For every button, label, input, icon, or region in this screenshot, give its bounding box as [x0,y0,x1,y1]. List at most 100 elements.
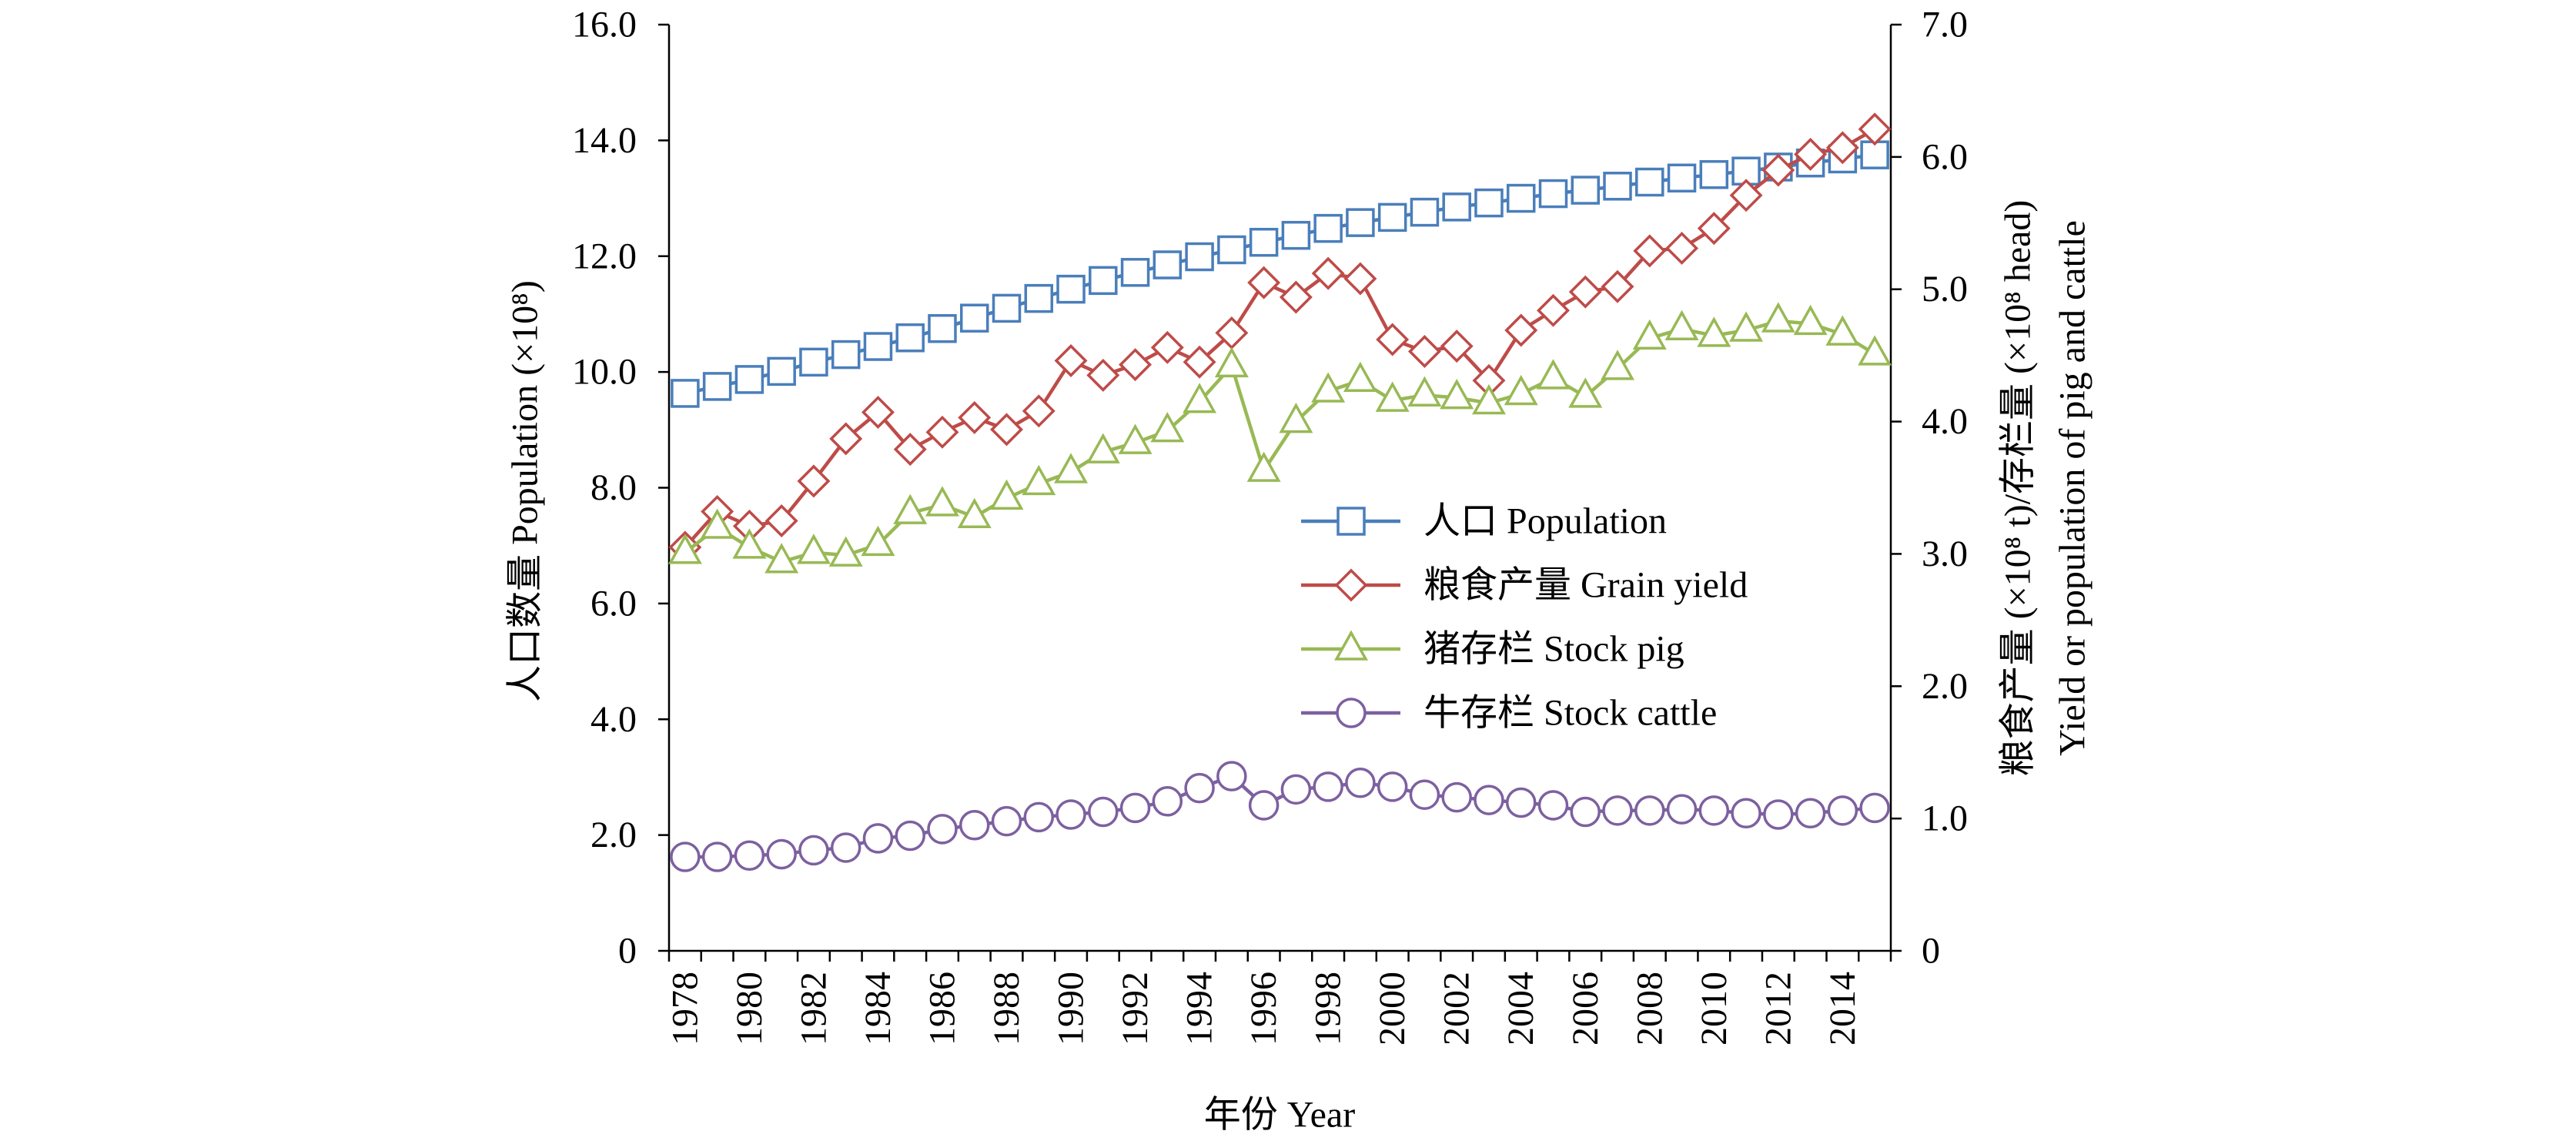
population-point [1217,235,1246,265]
stock-cattle-point [1441,781,1472,813]
stock-cattle-point [830,832,861,863]
grain-yield-point [1150,330,1184,364]
population-point [1313,213,1343,243]
legend-stock-pig-marker [1334,630,1368,661]
grain-yield-point [1504,313,1538,347]
stock-pig-point [796,534,831,564]
legend-item-stock-pig: 猪存栏 Stock pig [1301,629,1684,670]
x-tick-label: 1982 [793,972,834,1046]
stock-cattle-point [1216,761,1247,791]
stock-pig-point [1761,302,1795,333]
x-tick-label: 1996 [1243,972,1284,1046]
x-tick-label: 1988 [986,972,1027,1046]
series-layer [667,112,1892,872]
grain-yield-point [1279,280,1313,314]
stock-pig-point [1343,361,1377,393]
population-point [1474,188,1504,218]
y-left-tick-label: 2.0 [590,815,637,855]
stock-cattle-point [991,805,1022,837]
grain-yield-point [797,464,831,498]
stock-pig-point [1632,319,1667,350]
grain-yield-point [1343,262,1377,296]
stock-cattle-point [1313,771,1343,802]
y-left-tick-label: 6.0 [590,583,637,624]
legend-population-label: 人口 Population [1423,501,1667,542]
population-point [1056,274,1086,304]
y-left-tick-label: 10.0 [572,352,637,393]
stock-cattle-point [1474,785,1504,815]
population-point [702,372,732,401]
legend-stock-cattle-marker [1336,698,1367,728]
population-point [960,303,989,333]
x-tick-label: 2012 [1758,972,1798,1046]
legend-item-stock-cattle: 牛存栏 Stock cattle [1301,693,1717,734]
stock-cattle-point [1763,799,1794,830]
population-point [1153,250,1183,279]
stock-cattle-point [1119,792,1151,824]
population-series [671,140,1889,408]
stock-cattle-point [1280,774,1312,805]
legend-item-grain-yield: 粮食产量 Grain yield [1301,565,1748,606]
population-point [1346,208,1375,237]
stock-pig-point [732,528,767,559]
legend-grain-yield-label: 粮食产量 Grain yield [1423,565,1748,606]
stock-pig-point [700,508,734,539]
legend-population-marker [1337,507,1366,536]
stock-pig-series [667,302,1892,574]
stock-pig-point [1086,433,1120,463]
grain-yield-point [1729,179,1763,212]
x-tick-label: 1978 [664,972,705,1046]
grain-yield-point [1407,335,1441,368]
grain-yield-point [1633,234,1667,268]
stock-pig-point [1375,381,1410,412]
stock-pig-point [1536,359,1571,390]
grain-yield-point [1054,344,1088,377]
population-point [895,323,925,353]
axes: 0 2.0 4.0 6.0 8.0 10.0 12.0 14.0 16.0 0 1.0 2.0 3.0 4… [572,5,1968,1046]
legend-stock-pig-label: 猪存栏 Stock pig [1423,629,1684,670]
stock-pig-point [1150,412,1185,443]
x-tick-label: 2008 [1629,972,1670,1046]
stock-cattle-point [1184,772,1215,804]
x-tick-label: 1984 [858,972,898,1046]
grain-yield-point [925,415,959,449]
grain-yield-point [1825,131,1859,165]
stock-pig-point [1246,451,1281,482]
population-point [1185,242,1214,272]
grain-yield-point [1794,137,1828,171]
y-right-tick-label: 6.0 [1922,136,1968,177]
x-tick-label: 1992 [1115,972,1156,1046]
stock-cattle-point [895,820,925,852]
grain-yield-point [1086,358,1120,392]
stock-cattle-point [1345,767,1376,798]
stock-pig-point [1471,383,1506,415]
stock-pig-point [828,536,863,567]
y-right-axis-title: 粮食产量 (×10⁸ t)/存栏量 (×10⁸ head) [1998,200,2039,777]
x-tick-label: 1994 [1179,972,1220,1046]
grain-yield-point [1568,275,1602,309]
stock-pig-point [1407,376,1442,407]
y-right-tick-label: 5.0 [1922,269,1968,310]
y-left-tick-label: 8.0 [590,467,637,508]
stock-cattle-point [1827,795,1858,826]
stock-cattle-point [1023,801,1055,833]
grain-yield-point [1697,212,1731,246]
y-right-axis-subtitle: Yield or population of pig and cattle [2052,220,2093,756]
y-right-tick-label: 1.0 [1922,798,1968,839]
x-tick-label: 2010 [1694,972,1735,1046]
grain-yield-series [668,112,1892,564]
stock-pig-point [1825,315,1860,346]
stock-pig-point [1729,311,1764,342]
stock-cattle-point [1570,796,1601,828]
stock-pig-point [764,543,799,574]
grain-yield-point [1537,293,1570,327]
stock-cattle-point [1537,790,1569,821]
population-point [1249,227,1279,257]
stock-cattle-point [1602,795,1633,826]
population-point [1538,179,1568,209]
population-point [1699,159,1729,189]
stock-pig-point [1440,379,1474,410]
stock-cattle-point [1795,798,1826,829]
